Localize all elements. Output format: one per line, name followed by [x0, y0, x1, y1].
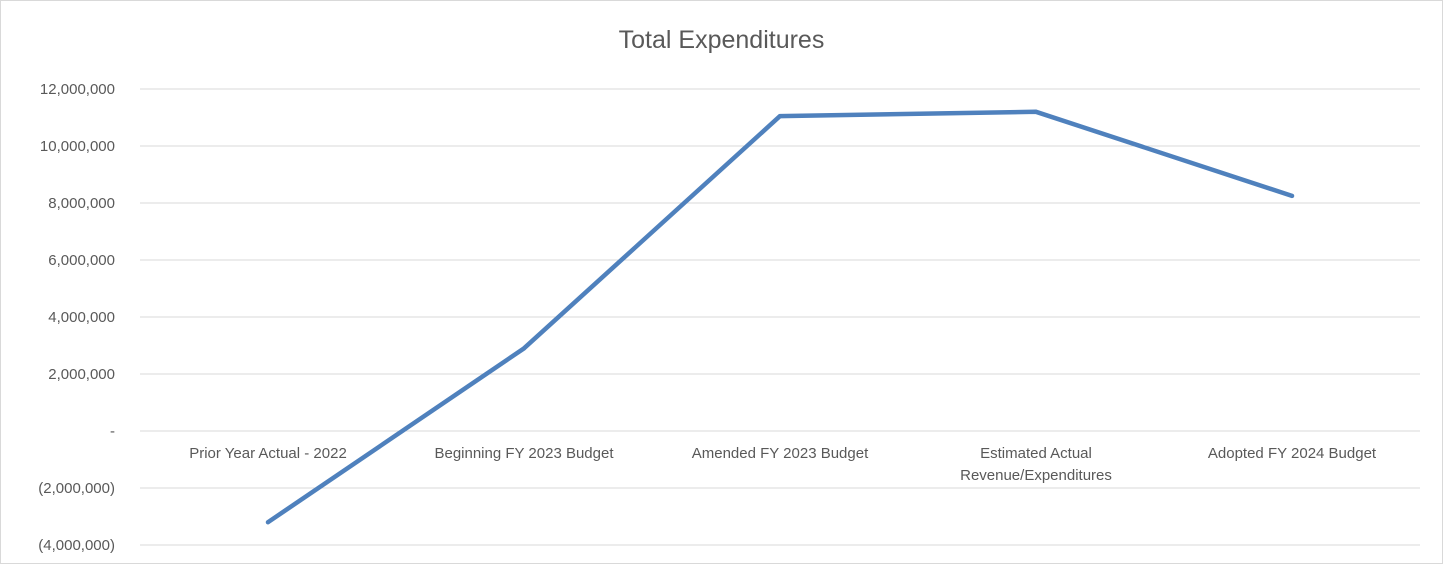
y-tick-label: 6,000,000: [48, 252, 115, 269]
chart-title: Total Expenditures: [618, 26, 825, 54]
y-tick-label: 2,000,000: [48, 366, 115, 383]
data-point: [1290, 193, 1294, 198]
y-tick-label: -: [110, 423, 115, 440]
data-point: [266, 520, 270, 525]
x-category-label: Amended FY 2023 Budget: [692, 445, 869, 462]
x-category-label: Adopted FY 2024 Budget: [1208, 445, 1377, 462]
y-tick-label: (4,000,000): [38, 537, 115, 554]
x-category-label: Prior Year Actual - 2022: [189, 445, 347, 462]
y-tick-label: 8,000,000: [48, 195, 115, 212]
y-tick-label: 10,000,000: [40, 138, 115, 155]
y-tick-label: (2,000,000): [38, 480, 115, 497]
data-point: [778, 114, 782, 119]
data-point: [1034, 109, 1038, 114]
y-tick-label: 12,000,000: [40, 81, 115, 98]
x-category-label: Estimated Actual Revenue/Expenditures: [960, 445, 1112, 484]
x-category-label: Beginning FY 2023 Budget: [434, 445, 614, 462]
data-point: [522, 346, 526, 351]
y-tick-label: 4,000,000: [48, 309, 115, 326]
